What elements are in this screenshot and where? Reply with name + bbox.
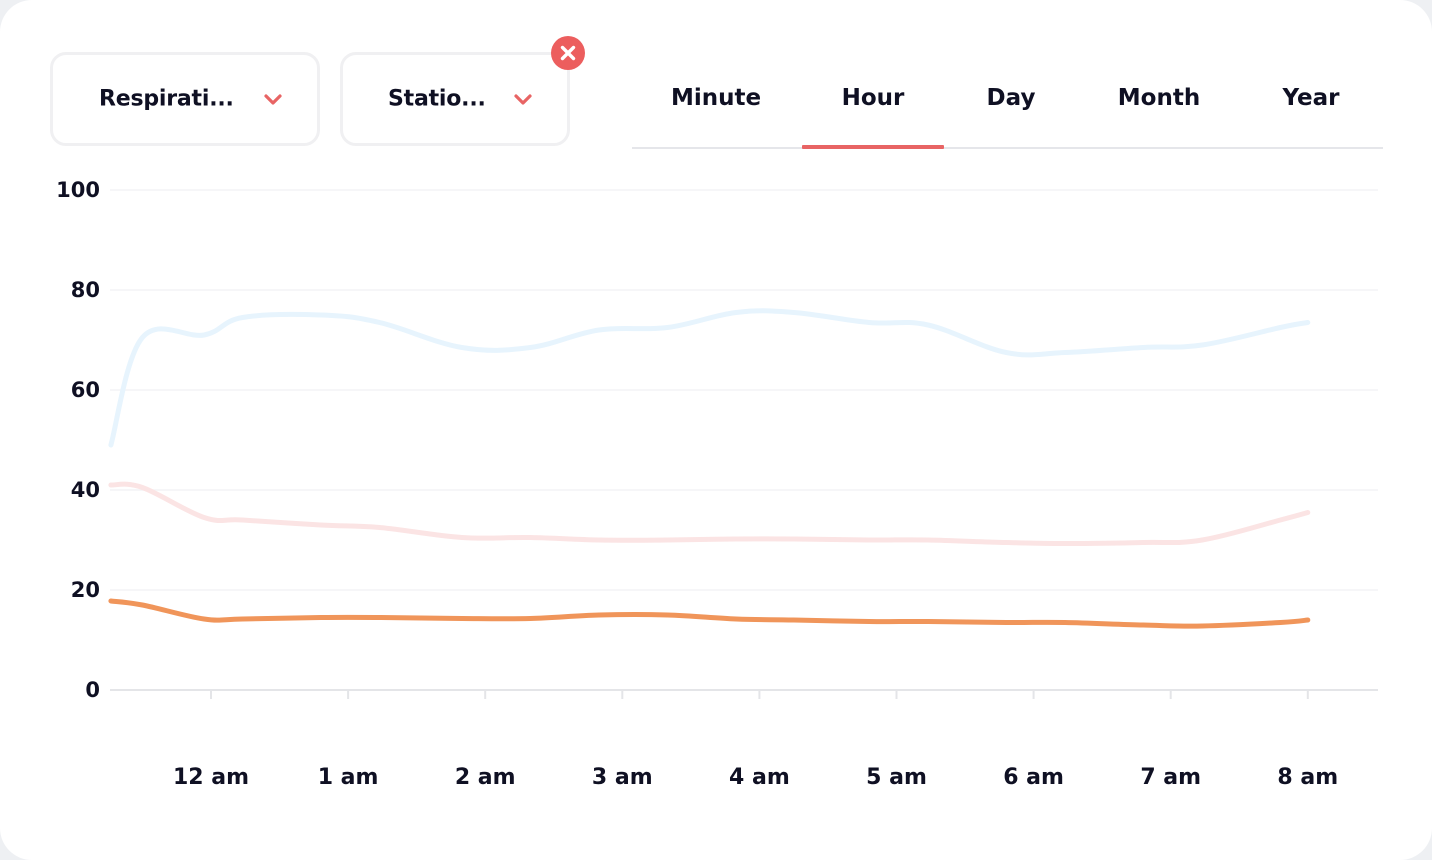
series-line-1 — [108, 308, 1311, 448]
series-line-3 — [108, 598, 1311, 629]
chevron-down-icon — [513, 92, 533, 106]
metric-dropdown-label: Respirati... — [99, 86, 234, 112]
tab-hour[interactable]: Hour — [802, 52, 944, 149]
x-tick-label: 7 am — [1140, 765, 1201, 790]
station-dropdown[interactable]: Statio... — [340, 52, 570, 146]
x-tick-label: 3 am — [592, 765, 653, 790]
tab-year[interactable]: Year — [1282, 85, 1340, 111]
x-tick-label: 6 am — [1003, 765, 1064, 790]
y-tick-label: 20 — [71, 578, 100, 602]
x-tick-label: 4 am — [729, 765, 790, 790]
x-tick-label: 5 am — [866, 765, 927, 790]
x-tick-label: 8 am — [1277, 765, 1338, 790]
y-tick-label: 100 — [56, 178, 100, 202]
station-dropdown-label: Statio... — [388, 86, 486, 112]
y-tick-label: 0 — [85, 678, 100, 702]
chevron-down-icon — [263, 92, 283, 106]
time-granularity-tabs: Minute Hour Day Month Year — [632, 52, 1383, 149]
tab-minute[interactable]: Minute — [670, 85, 762, 111]
x-tick-label: 2 am — [455, 765, 516, 790]
tab-month[interactable]: Month — [1117, 85, 1201, 111]
series-line-2 — [108, 481, 1311, 546]
y-tick-label: 80 — [71, 278, 100, 302]
clear-station-button[interactable] — [551, 36, 585, 70]
y-tick-label: 60 — [71, 378, 100, 402]
metric-dropdown[interactable]: Respirati... — [50, 52, 320, 146]
y-tick-label: 40 — [71, 478, 100, 502]
x-tick-label: 1 am — [318, 765, 379, 790]
x-tick-label: 12 am — [173, 765, 249, 790]
tab-day[interactable]: Day — [986, 85, 1036, 111]
